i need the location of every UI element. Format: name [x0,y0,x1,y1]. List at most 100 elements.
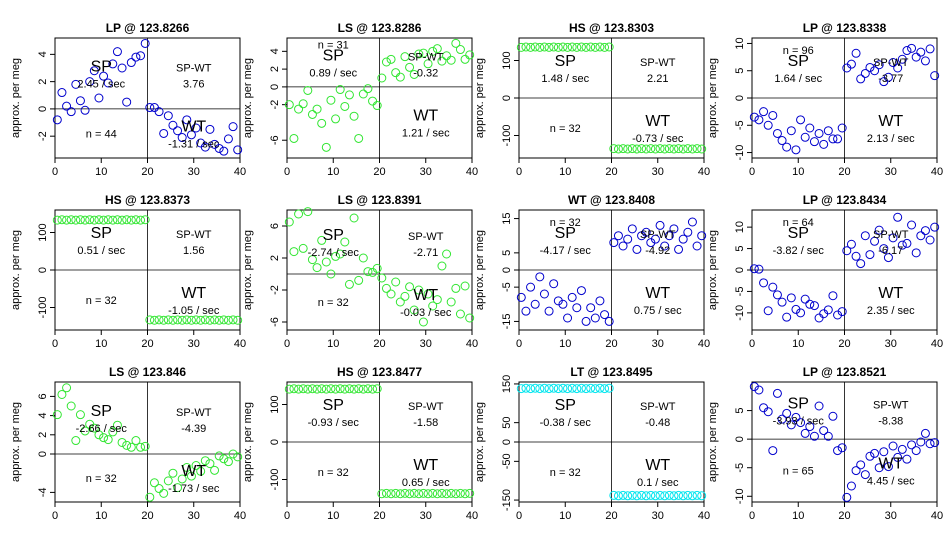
data-point [874,225,884,235]
data-point [888,441,898,451]
data-point [196,315,206,325]
data-point [535,272,545,282]
data-point [530,299,540,309]
wt-rate: 2.35 / sec [867,305,915,317]
spwt-label: SP-WT [176,229,212,241]
data-point [856,460,866,470]
data-point [154,107,164,117]
panel-5: HS @ 123.8373 approx. per meg 0 10 20 30 40 -10… [10,193,246,350]
x-tick-label: 30 [188,510,200,522]
n-count: n = 32 [86,473,117,485]
x-tick-label: 0 [284,338,290,350]
data-point [567,383,577,393]
data-point [553,42,563,52]
data-point [214,451,224,461]
x-tick-label: 0 [52,510,58,522]
data-point [664,231,674,241]
data-point [131,436,141,446]
x-tick-label: 30 [652,338,664,350]
spwt-value: -2.71 [413,247,438,259]
data-point [140,441,150,451]
data-point [312,263,322,273]
data-point [405,282,415,292]
data-point [930,222,940,232]
data-point [600,384,610,394]
data-point [455,309,465,319]
y-tick-label: 2 [37,79,49,85]
data-point [535,42,545,52]
panel-12: LP @ 123.8521 approx. per meg 0 10 20 30 40 -10… [707,365,943,522]
data-point [177,474,187,484]
sp-label: SP [323,227,344,244]
data-point [377,273,387,283]
data-point [558,299,568,309]
data-point [66,215,76,225]
data-point [549,42,559,52]
data-point [326,95,336,105]
data-point [159,128,169,138]
data-point [563,313,573,323]
data-point [888,233,898,243]
data-point [200,456,210,466]
data-point [432,295,442,305]
data-point [865,250,875,260]
data-point [660,144,670,154]
y-tick-label: 6 [269,223,281,229]
data-point [223,315,233,325]
x-tick-label: 20 [605,166,617,178]
spwt-label: SP-WT [640,229,676,241]
data-point [140,38,150,48]
data-point [405,489,415,499]
data-point [191,315,201,325]
x-tick-label: 10 [327,338,339,350]
data-point [451,38,461,48]
data-point [888,58,898,68]
y-tick-label: 10 [734,221,746,233]
spwt-label: SP-WT [873,229,909,241]
y-axis-label: approx. per meg [707,230,719,310]
y-tick-label: 4 [37,413,49,419]
data-point [460,54,470,64]
data-point [655,220,665,230]
data-point [317,235,327,245]
data-point [837,443,847,453]
data-point [604,316,614,326]
data-point [177,133,187,143]
data-point [344,279,354,289]
data-point [874,463,884,473]
data-point [89,66,99,76]
data-point [567,292,577,302]
y-axis-label: approx. per meg [242,402,254,482]
data-point [613,491,623,501]
data-point [298,99,308,109]
wt-rate: 0.65 / sec [402,477,450,489]
data-point [108,215,118,225]
data-point [149,478,159,488]
data-point [590,313,600,323]
data-point [749,264,759,274]
data-point [558,42,568,52]
x-tick-label: 20 [373,510,385,522]
data-point [312,384,322,394]
x-tick-label: 0 [749,338,755,350]
data-point [363,267,373,277]
sp-label: SP [555,225,576,242]
data-point [145,492,155,502]
data-point [210,315,220,325]
x-tick-label: 40 [931,510,943,522]
data-point [182,315,192,325]
data-point [233,452,243,462]
y-tick-label: -15 [501,313,513,329]
wt-rate: 0.75 / sec [634,305,682,317]
sp-rate: -3.93 / sec [773,416,825,428]
data-point [136,442,146,452]
y-tick-label: -5 [734,120,746,130]
y-axis-label: approx. per meg [10,58,22,138]
data-point [335,249,345,259]
x-tick-label: 20 [141,510,153,522]
data-point [623,234,633,244]
data-point [549,279,559,289]
data-point [368,96,378,106]
data-point [372,101,382,111]
wt-label: WT [645,285,670,302]
